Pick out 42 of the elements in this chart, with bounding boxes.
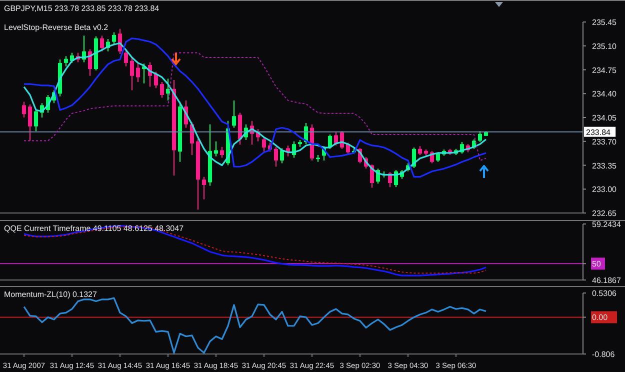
candlestick [202,176,206,200]
chart-title: Momentum-ZL(10) 0.1327 [4,289,97,300]
y-tick-label: 0.5306 [592,289,618,298]
candlestick [34,109,38,132]
ref-line-label: 233.84 [586,128,612,137]
candlestick [274,146,278,168]
y-tick-label: 233.70 [592,137,618,146]
y-tick-label: 234.40 [592,90,618,99]
candlestick [160,82,164,98]
candlestick [220,146,224,158]
candlestick [64,56,68,67]
y-tick-label: 232.65 [592,209,618,218]
candlestick [232,100,236,128]
candlestick [28,104,32,142]
annotation: LevelStop-Reverse Beta v0.2 [4,22,110,33]
candlestick [154,71,158,89]
y-tick-label: 59.2434 [592,220,622,229]
candlestick [124,50,128,67]
chart-title: GBPJPY,M15 233.78 233.85 233.78 233.84 [4,3,160,14]
candlestick [478,130,482,143]
line-series [23,297,487,354]
y-tick-label: 234.05 [592,114,618,122]
candlestick [118,28,122,55]
y-tick-label: 235.10 [592,42,618,51]
candlestick [280,148,284,164]
y-tick-label: 233.00 [592,185,618,194]
y-tick-label: -0.806 [592,350,616,359]
y-tick-label: 46.1867 [592,276,622,285]
candlestick [100,35,104,52]
y-tick-label: 0.00 [592,313,608,322]
y-tick-label: 233.35 [592,161,618,170]
candlestick [22,101,26,118]
candlestick [214,140,218,157]
candlestick [346,142,350,154]
candlestick [112,32,116,46]
y-tick-label: 235.45 [592,18,618,27]
candlestick [130,58,134,91]
y-tick-label: 234.75 [592,66,618,75]
candlestick [136,62,140,83]
candlestick [262,136,266,152]
y-tick-label: 50 [592,260,602,269]
line-series [24,52,486,161]
